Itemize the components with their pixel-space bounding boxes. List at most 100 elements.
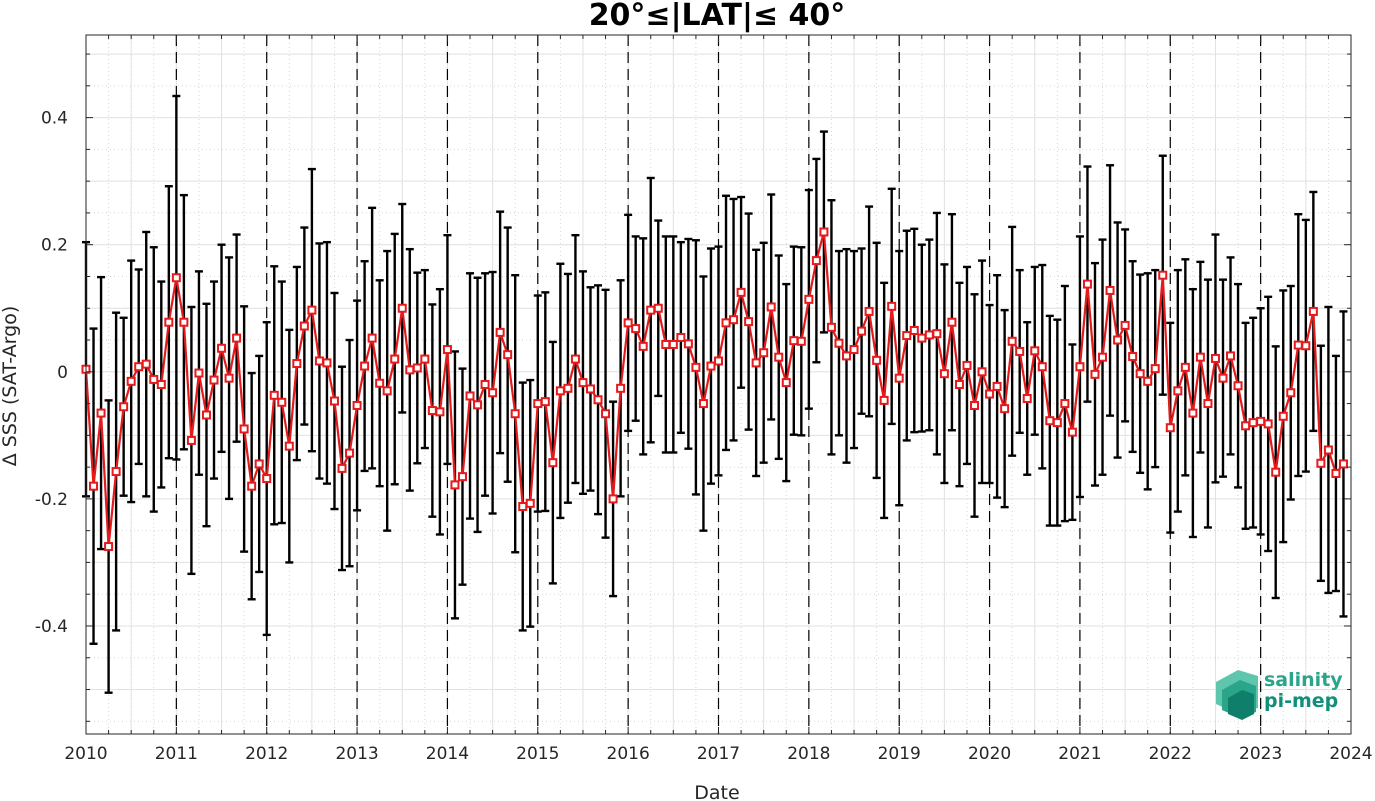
- data-point: [917, 333, 927, 343]
- data-point: [420, 354, 430, 364]
- data-point: [954, 380, 964, 389]
- data-point: [585, 384, 595, 394]
- data-point: [1067, 427, 1077, 437]
- data-point: [1241, 421, 1251, 431]
- data-point: [1000, 404, 1010, 414]
- data-point: [540, 397, 550, 407]
- data-point: [947, 317, 957, 327]
- data-point: [450, 480, 460, 490]
- y-tick-label: 0: [57, 363, 68, 383]
- data-point: [676, 332, 686, 342]
- data-point: [360, 361, 370, 371]
- data-point: [1015, 346, 1025, 356]
- data-point: [1293, 340, 1303, 350]
- data-point: [1075, 362, 1085, 372]
- data-point: [1045, 416, 1055, 426]
- data-point: [970, 400, 980, 410]
- data-point: [329, 396, 339, 406]
- data-point: [465, 391, 475, 401]
- data-point: [1226, 351, 1236, 361]
- data-point: [646, 305, 656, 315]
- data-point: [714, 356, 723, 366]
- data-point: [683, 339, 693, 349]
- data-point: [194, 368, 204, 378]
- data-point: [224, 373, 234, 383]
- data-point: [992, 381, 1002, 391]
- data-point: [179, 317, 189, 327]
- logo-line1: salinity: [1264, 669, 1343, 691]
- data-point: [631, 324, 641, 334]
- data-point: [442, 345, 452, 355]
- x-tick-label: 2017: [697, 744, 740, 764]
- data-point: [668, 339, 678, 349]
- data-point: [503, 350, 513, 360]
- data-point: [239, 424, 249, 434]
- data-point: [292, 359, 302, 369]
- data-point: [1165, 423, 1175, 433]
- x-axis-label: Date: [694, 782, 739, 801]
- data-point: [1203, 399, 1213, 409]
- data-point: [751, 358, 761, 368]
- data-point: [736, 287, 746, 297]
- data-point: [1316, 458, 1326, 468]
- data-point: [1188, 408, 1198, 418]
- data-point: [909, 325, 919, 335]
- x-tick-label: 2014: [426, 744, 469, 764]
- data-point: [1218, 373, 1228, 383]
- data-point: [284, 441, 294, 451]
- data-point: [473, 400, 483, 410]
- x-tick-label: 2020: [968, 744, 1011, 764]
- data-point: [119, 402, 129, 412]
- y-tick-label: -0.2: [35, 490, 68, 510]
- data-point: [766, 302, 776, 312]
- data-point: [1195, 352, 1205, 362]
- data-point: [570, 354, 580, 364]
- data-point: [314, 356, 324, 366]
- data-point: [307, 305, 317, 315]
- data-point: [563, 383, 573, 393]
- data-point: [593, 395, 603, 405]
- data-point: [698, 399, 708, 409]
- data-point: [1256, 416, 1266, 426]
- data-point: [1158, 270, 1168, 280]
- data-point: [269, 390, 279, 400]
- x-tick-label: 2024: [1329, 744, 1372, 764]
- data-point: [427, 406, 437, 416]
- data-point: [872, 355, 882, 365]
- y-tick-labels: -0.4 -0.2 0 0.2 0.4: [35, 109, 68, 637]
- data-point: [1030, 346, 1040, 356]
- data-point: [1233, 381, 1243, 391]
- data-point: [811, 256, 821, 266]
- x-tick-label: 2023: [1239, 744, 1282, 764]
- data-point: [1271, 467, 1281, 477]
- data-point: [277, 397, 287, 407]
- data-point: [834, 338, 844, 348]
- data-point: [525, 498, 535, 508]
- data-point: [1143, 376, 1153, 386]
- data-point: [781, 378, 791, 388]
- data-point: [608, 494, 618, 504]
- data-point: [1060, 399, 1070, 409]
- data-point: [1286, 388, 1296, 398]
- data-point: [1090, 369, 1100, 379]
- y-tick-label: -0.4: [35, 617, 68, 637]
- data-point: [262, 474, 272, 484]
- data-point: [510, 409, 520, 419]
- data-point: [962, 360, 972, 370]
- data-point: [842, 351, 852, 361]
- data-point: [1248, 418, 1258, 428]
- data-point: [548, 458, 558, 468]
- data-point: [397, 303, 407, 313]
- data-point: [156, 380, 166, 389]
- data-point: [1278, 411, 1288, 421]
- data-point: [977, 367, 987, 377]
- data-point: [1150, 364, 1160, 374]
- data-point: [721, 318, 731, 328]
- data-point: [653, 303, 663, 313]
- data-point: [774, 352, 784, 362]
- data-point: [149, 374, 159, 384]
- data-point: [1128, 352, 1138, 362]
- data-point: [932, 329, 942, 339]
- data-point: [518, 502, 528, 512]
- data-point: [1308, 306, 1318, 316]
